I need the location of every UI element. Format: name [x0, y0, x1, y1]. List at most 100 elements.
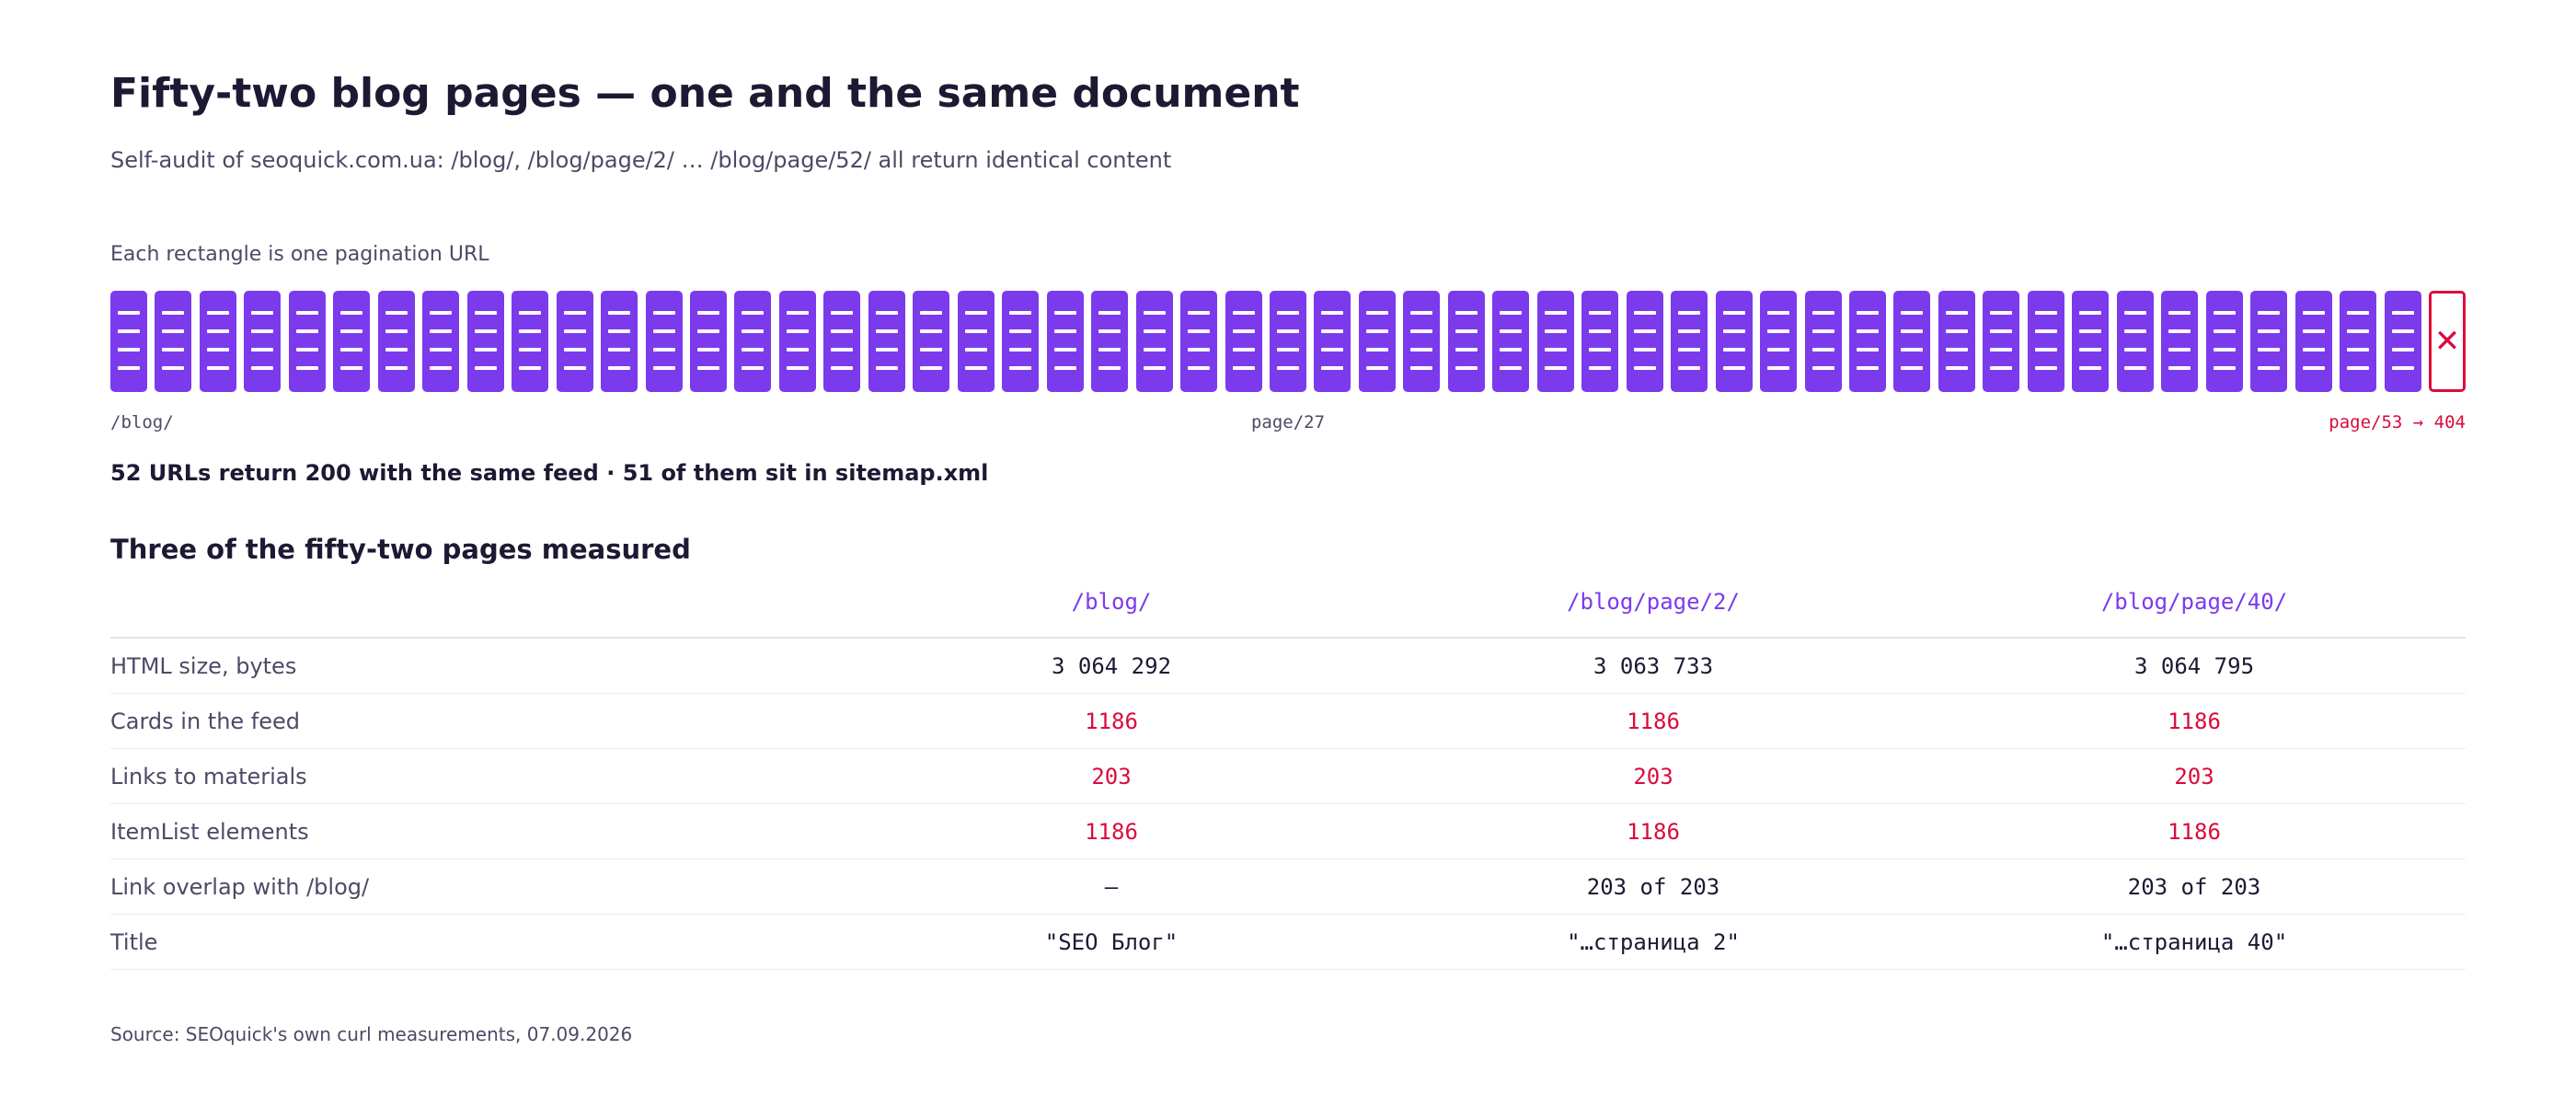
- text-line-icon: [1812, 366, 1834, 370]
- row-label: HTML size, bytes: [110, 653, 297, 679]
- text-line-icon: [519, 311, 541, 315]
- text-line-icon: [1144, 366, 1166, 370]
- row-label: Cards in the feed: [110, 709, 301, 734]
- text-line-icon: [1901, 348, 1923, 352]
- table-cell: "…страница 40": [2100, 929, 2288, 955]
- text-line-icon: [1812, 311, 1834, 315]
- text-line-icon: [1857, 366, 1879, 370]
- text-line-icon: [1589, 348, 1611, 352]
- page-rect: [823, 291, 860, 392]
- text-line-icon: [653, 348, 675, 352]
- text-line-icon: [1634, 366, 1656, 370]
- page-rect: [2028, 291, 2064, 392]
- text-line-icon: [1054, 311, 1076, 315]
- page-rect: [1671, 291, 1708, 392]
- table-cell: 3 064 292: [1051, 653, 1172, 679]
- text-line-icon: [1277, 311, 1299, 315]
- text-line-icon: [2214, 348, 2236, 352]
- text-line-icon: [475, 366, 497, 370]
- page-rect: [378, 291, 415, 392]
- page-rect: [601, 291, 638, 392]
- text-line-icon: [1678, 348, 1700, 352]
- text-line-icon: [1366, 366, 1388, 370]
- text-line-icon: [2035, 311, 2057, 315]
- text-line-icon: [2079, 366, 2101, 370]
- text-line-icon: [1767, 329, 1789, 333]
- text-line-icon: [1946, 366, 1968, 370]
- text-line-icon: [1098, 311, 1121, 315]
- text-line-icon: [1366, 311, 1388, 315]
- page-title: Fifty-two blog pages — one and the same …: [110, 70, 1300, 117]
- text-line-icon: [965, 311, 987, 315]
- text-line-icon: [1545, 311, 1567, 315]
- page-rect: [1270, 291, 1306, 392]
- text-line-icon: [920, 311, 942, 315]
- text-line-icon: [207, 329, 229, 333]
- text-line-icon: [385, 366, 408, 370]
- text-line-icon: [2347, 311, 2369, 315]
- page-rect: [1537, 291, 1574, 392]
- text-line-icon: [1455, 348, 1478, 352]
- text-line-icon: [1098, 366, 1121, 370]
- text-line-icon: [340, 366, 362, 370]
- column-header-blog-page-2: /blog/page/2/: [1567, 589, 1740, 615]
- text-line-icon: [1857, 348, 1879, 352]
- text-line-icon: [2124, 329, 2146, 333]
- text-line-icon: [1455, 311, 1478, 315]
- column-header-blog-page-40: /blog/page/40/: [2100, 589, 2288, 615]
- page-rect: [1448, 291, 1485, 392]
- text-line-icon: [697, 329, 719, 333]
- text-line-icon: [742, 348, 764, 352]
- text-line-icon: [742, 311, 764, 315]
- text-line-icon: [1678, 366, 1700, 370]
- text-line-icon: [1589, 311, 1611, 315]
- text-line-icon: [564, 348, 586, 352]
- text-line-icon: [920, 329, 942, 333]
- page-rect: [1314, 291, 1351, 392]
- page-rect: [1983, 291, 2019, 392]
- text-line-icon: [697, 366, 719, 370]
- text-line-icon: [1990, 329, 2012, 333]
- text-line-icon: [251, 366, 273, 370]
- text-line-icon: [1946, 329, 1968, 333]
- page-rect: [200, 291, 236, 392]
- page-rect: [913, 291, 949, 392]
- page-rect: [512, 291, 548, 392]
- text-line-icon: [1767, 366, 1789, 370]
- row-label: Link overlap with /blog/: [110, 874, 370, 900]
- text-line-icon: [608, 311, 630, 315]
- page-rect: [1492, 291, 1529, 392]
- page-rect: [646, 291, 683, 392]
- text-line-icon: [831, 348, 853, 352]
- text-line-icon: [475, 329, 497, 333]
- table-cell: "…страница 2": [1567, 929, 1740, 955]
- text-line-icon: [519, 366, 541, 370]
- text-line-icon: [1366, 329, 1388, 333]
- page-rect: [1893, 291, 1930, 392]
- close-icon: ✕: [2433, 323, 2461, 360]
- text-line-icon: [1188, 329, 1210, 333]
- text-line-icon: [1767, 311, 1789, 315]
- text-line-icon: [1009, 311, 1031, 315]
- text-line-icon: [787, 348, 809, 352]
- text-line-icon: [965, 366, 987, 370]
- table-row: Cards in the feed 1186 1186 1186: [110, 694, 2466, 749]
- text-line-icon: [1233, 366, 1255, 370]
- page-rect: [868, 291, 905, 392]
- text-line-icon: [1410, 366, 1432, 370]
- text-line-icon: [2303, 366, 2325, 370]
- source-note: Source: SEOquick's own curl measurements…: [110, 1023, 633, 1045]
- text-line-icon: [965, 348, 987, 352]
- page-rect: [110, 291, 147, 392]
- text-line-icon: [2392, 311, 2414, 315]
- text-line-icon: [1901, 311, 1923, 315]
- text-line-icon: [1723, 329, 1745, 333]
- text-line-icon: [1410, 348, 1432, 352]
- text-line-icon: [430, 311, 452, 315]
- text-line-icon: [118, 366, 140, 370]
- text-line-icon: [1233, 311, 1255, 315]
- text-line-icon: [1812, 329, 1834, 333]
- text-line-icon: [831, 366, 853, 370]
- text-line-icon: [697, 311, 719, 315]
- text-line-icon: [1634, 311, 1656, 315]
